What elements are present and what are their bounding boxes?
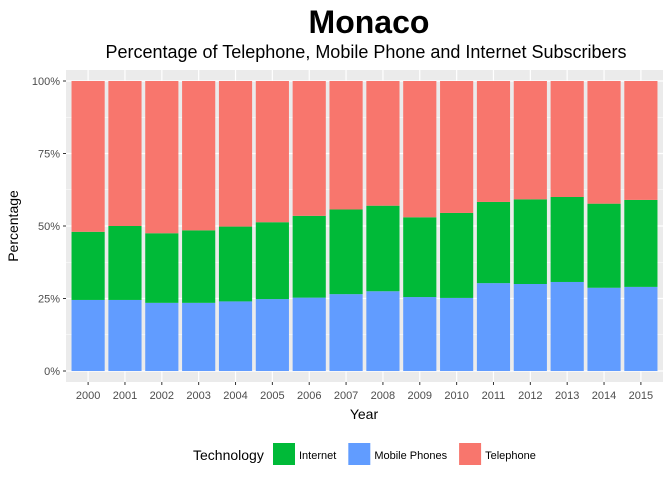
bar-telephone-2004: [218, 81, 253, 227]
bar-internet-2005: [255, 222, 289, 300]
legend-key-internet: [273, 443, 295, 465]
x-axis: 2000 2001 2002 2003 2004 2005 2006 2007 2008 2009…: [76, 382, 653, 402]
x-tick-label: 2015: [629, 390, 653, 402]
legend-key-mobile-phones: [348, 443, 371, 465]
bar-telephone-2002: [145, 81, 179, 234]
bars: [71, 81, 658, 371]
bar-telephone-2011: [476, 81, 511, 202]
bar-internet-2015: [624, 199, 658, 287]
x-tick-label: 2012: [518, 390, 542, 402]
bar-internet-2014: [587, 203, 621, 288]
bar-mobile-phones-2002: [145, 302, 179, 371]
bar-mobile-phones-2013: [550, 281, 584, 371]
x-tick-label: 2008: [371, 390, 395, 402]
legend: Technology Internet Mobile Phones Telephon…: [193, 443, 536, 465]
y-tick-label: 100%: [32, 76, 60, 88]
bar-mobile-phones-2003: [182, 302, 216, 371]
bar-internet-2003: [182, 230, 216, 303]
bar-internet-2000: [71, 231, 105, 300]
bar-mobile-phones-2015: [624, 286, 658, 371]
x-tick-label: 2004: [223, 390, 247, 402]
bar-internet-2010: [440, 212, 474, 298]
bar-telephone-2001: [108, 81, 142, 226]
x-axis-label: Year: [350, 406, 379, 422]
bar-telephone-2007: [329, 81, 363, 210]
bar-mobile-phones-2005: [255, 299, 289, 371]
y-axis: 0% 25% 50% 75% 100%: [32, 76, 66, 378]
bar-internet-2009: [403, 217, 437, 298]
legend-title: Technology: [193, 447, 264, 463]
legend-label-telephone: Telephone: [485, 450, 536, 462]
legend-key-telephone: [459, 443, 482, 465]
bar-mobile-phones-2001: [108, 299, 142, 371]
x-tick-label: 2011: [482, 390, 506, 402]
bar-telephone-2010: [440, 81, 474, 213]
bar-telephone-2013: [550, 81, 584, 197]
bar-mobile-phones-2004: [218, 301, 253, 371]
bar-mobile-phones-2014: [587, 287, 621, 371]
bar-mobile-phones-2009: [403, 297, 437, 371]
bar-mobile-phones-2000: [71, 299, 105, 371]
legend-label-internet: Internet: [299, 450, 336, 462]
bar-internet-2004: [218, 226, 253, 302]
bar-telephone-2000: [71, 81, 105, 232]
bar-mobile-phones-2008: [366, 291, 400, 371]
x-tick-label: 2003: [186, 390, 210, 402]
bar-telephone-2003: [182, 81, 216, 231]
bar-telephone-2008: [366, 81, 400, 206]
bar-telephone-2005: [255, 81, 289, 223]
bar-internet-2008: [366, 205, 400, 292]
legend-label-mobile-phones: Mobile Phones: [374, 450, 447, 462]
bar-internet-2006: [292, 215, 326, 298]
y-tick-label: 0%: [44, 366, 60, 378]
bar-internet-2012: [513, 199, 547, 284]
bar-telephone-2006: [292, 81, 326, 216]
bar-internet-2002: [145, 233, 179, 303]
bar-telephone-2015: [624, 81, 658, 200]
y-tick-label: 50%: [38, 221, 60, 233]
x-tick-label: 2005: [260, 390, 284, 402]
bar-telephone-2012: [513, 81, 547, 200]
chart-subtitle: Percentage of Telephone, Mobile Phone an…: [105, 42, 626, 62]
bar-internet-2001: [108, 226, 142, 300]
x-tick-label: 2007: [334, 390, 358, 402]
x-tick-label: 2010: [444, 390, 468, 402]
bar-telephone-2009: [403, 81, 437, 218]
x-tick-label: 2000: [76, 390, 100, 402]
bar-internet-2013: [550, 197, 584, 282]
x-tick-label: 2001: [113, 390, 137, 402]
x-tick-label: 2002: [150, 390, 174, 402]
bar-mobile-phones-2011: [476, 283, 511, 371]
y-tick-label: 25%: [38, 294, 60, 306]
y-tick-label: 75%: [38, 149, 60, 161]
bar-internet-2007: [329, 209, 363, 295]
chart-title: Monaco: [309, 4, 430, 40]
bar-mobile-phones-2010: [440, 297, 474, 371]
bar-mobile-phones-2007: [329, 294, 363, 371]
bar-telephone-2014: [587, 81, 621, 204]
x-tick-label: 2014: [592, 390, 616, 402]
bar-internet-2011: [476, 201, 511, 284]
bar-mobile-phones-2006: [292, 297, 326, 371]
x-tick-label: 2006: [297, 390, 321, 402]
x-tick-label: 2009: [408, 390, 432, 402]
x-tick-label: 2013: [555, 390, 579, 402]
bar-mobile-phones-2012: [513, 284, 547, 371]
y-axis-label: Percentage: [5, 190, 21, 262]
